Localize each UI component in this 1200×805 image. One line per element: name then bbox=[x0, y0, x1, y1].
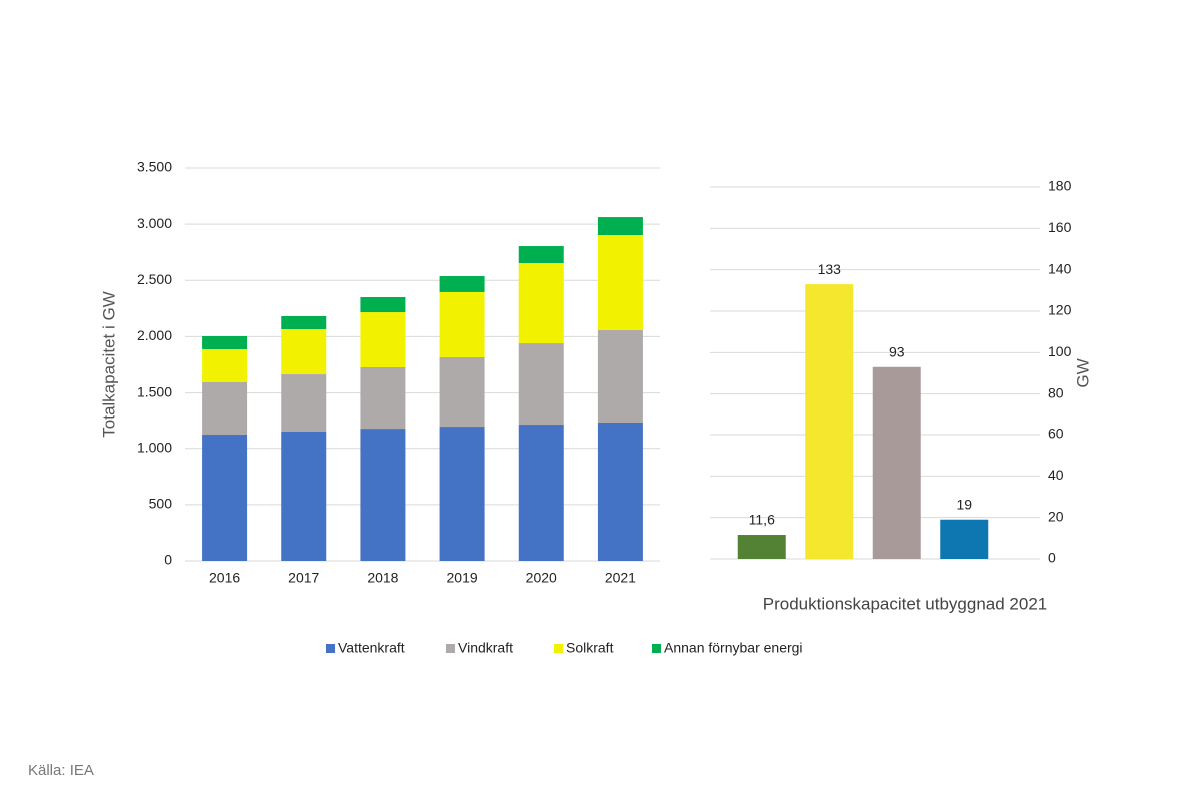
legend-swatch bbox=[652, 644, 661, 653]
y-tick-label: 180 bbox=[1048, 178, 1072, 194]
x-axis-label: Produktionskapacitet utbyggnad 2021 bbox=[763, 594, 1047, 613]
bar-segment bbox=[439, 356, 485, 428]
y-tick-label: 3.000 bbox=[137, 215, 172, 231]
bar-segment bbox=[597, 217, 643, 236]
y-tick-label: 3.500 bbox=[137, 159, 172, 175]
bar bbox=[940, 519, 989, 559]
bar-segment bbox=[597, 423, 643, 561]
x-tick-label: 2017 bbox=[288, 570, 319, 586]
y-tick-label: 0 bbox=[1048, 550, 1056, 566]
x-tick-label: 2016 bbox=[209, 570, 240, 586]
y-tick-label: 120 bbox=[1048, 302, 1072, 318]
y-axis-label: GW bbox=[1073, 358, 1092, 387]
y-tick-label: 20 bbox=[1048, 508, 1064, 524]
x-tick-label: 2021 bbox=[605, 570, 636, 586]
y-axis-label: Totalkapacitet i GW bbox=[99, 291, 118, 437]
y-tick-label: 40 bbox=[1048, 467, 1064, 483]
bar-segment bbox=[360, 312, 406, 367]
bar-segment bbox=[439, 276, 485, 292]
bar-segment bbox=[597, 235, 643, 331]
y-tick-label: 500 bbox=[149, 496, 173, 512]
bar-segment bbox=[439, 427, 485, 561]
x-tick-label: 2020 bbox=[526, 570, 557, 586]
y-tick-label: 1.000 bbox=[137, 439, 172, 455]
value-label: 93 bbox=[889, 344, 905, 360]
bar-segment bbox=[202, 335, 248, 350]
legend-label: Annan förnybar energi bbox=[664, 640, 803, 656]
y-tick-label: 100 bbox=[1048, 343, 1072, 359]
y-tick-label: 140 bbox=[1048, 260, 1072, 276]
y-tick-label: 60 bbox=[1048, 426, 1064, 442]
legend-label: Solkraft bbox=[566, 640, 614, 656]
legend-swatch bbox=[446, 644, 455, 653]
bar-segment bbox=[202, 435, 248, 561]
value-label: 133 bbox=[818, 261, 842, 277]
bar-segment bbox=[518, 343, 564, 426]
bar-segment bbox=[281, 374, 327, 432]
y-tick-label: 2.000 bbox=[137, 327, 172, 343]
bar-segment bbox=[281, 329, 327, 375]
bar-segment bbox=[202, 382, 248, 436]
bar-segment bbox=[439, 291, 485, 357]
x-tick-label: 2018 bbox=[367, 570, 398, 586]
bar-segment bbox=[281, 431, 327, 561]
legend-label: Vindkraft bbox=[458, 640, 513, 656]
bar bbox=[805, 284, 854, 559]
bar bbox=[737, 535, 786, 559]
bar-segment bbox=[360, 297, 406, 313]
bar-segment bbox=[360, 429, 406, 561]
y-tick-label: 80 bbox=[1048, 384, 1064, 400]
bar-segment bbox=[518, 262, 564, 344]
value-label: 11,6 bbox=[749, 512, 775, 528]
y-tick-label: 1.500 bbox=[137, 383, 172, 399]
legend-swatch bbox=[554, 644, 563, 653]
bar-segment bbox=[360, 366, 406, 430]
bar bbox=[872, 366, 921, 559]
bar-segment bbox=[597, 330, 643, 424]
value-label: 19 bbox=[956, 496, 972, 512]
legend-label: Vattenkraft bbox=[338, 640, 405, 656]
y-tick-label: 160 bbox=[1048, 219, 1072, 235]
bar-segment bbox=[518, 246, 564, 263]
source: Källa: IEA bbox=[28, 762, 94, 779]
legend-swatch bbox=[326, 644, 335, 653]
x-tick-label: 2019 bbox=[447, 570, 478, 586]
y-tick-label: 2.500 bbox=[137, 271, 172, 287]
bar-segment bbox=[281, 315, 327, 330]
bar-segment bbox=[202, 349, 248, 383]
y-tick-label: 0 bbox=[164, 552, 172, 568]
bar-segment bbox=[518, 425, 564, 561]
